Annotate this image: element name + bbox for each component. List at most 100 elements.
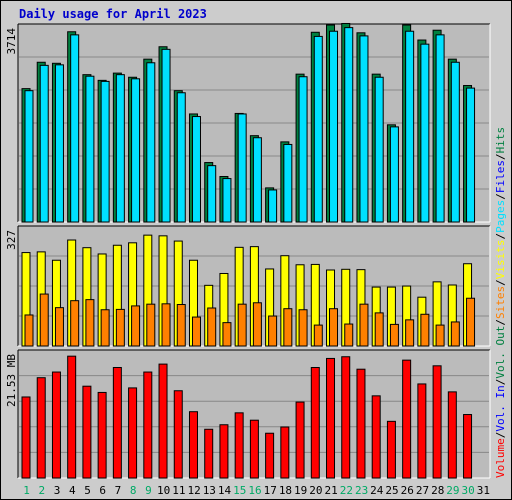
legend-item-3: / [494, 379, 507, 386]
max-label-hits-files: 3714 [5, 28, 18, 55]
legend-item-5: / [494, 319, 507, 326]
bar-sites-day-25 [389, 323, 399, 347]
bar-sites-day-3 [54, 307, 64, 347]
day-label-14: 14 [218, 484, 232, 497]
day-label-31: 31 [477, 484, 490, 497]
bar-sites-day-19 [298, 309, 308, 347]
day-label-7: 7 [115, 484, 122, 497]
bar-volume-day-30 [463, 414, 473, 479]
day-label-9: 9 [145, 484, 152, 497]
day-label-12: 12 [187, 484, 200, 497]
bar-volume-day-10 [158, 363, 168, 479]
bar-sites-day-30 [466, 297, 476, 347]
bar-sites-day-16 [252, 302, 262, 347]
bar-sites-day-8 [131, 305, 141, 347]
day-label-23: 23 [355, 484, 368, 497]
bar-sites-day-15 [237, 303, 247, 347]
right-legend: Volume/Vol. In/Vol. Out/Sites/Visits/Pag… [494, 127, 507, 478]
bar-volume-day-23 [356, 368, 366, 479]
bar-sites-day-18 [283, 308, 293, 347]
legend-item-0: Volume [494, 438, 507, 478]
bar-volume-day-5 [82, 385, 92, 479]
legend-item-13: / [494, 153, 507, 160]
bar-sites-day-28 [435, 324, 445, 347]
bar-volume-day-13 [204, 428, 214, 479]
day-label-4: 4 [69, 484, 76, 497]
bar-sites-day-24 [374, 312, 384, 347]
bar-sites-day-6 [100, 309, 110, 347]
bar-files-day-7 [115, 74, 125, 223]
bar-files-day-20 [313, 35, 323, 223]
bar-sites-day-4 [70, 300, 80, 347]
day-label-19: 19 [294, 484, 307, 497]
day-label-18: 18 [279, 484, 292, 497]
bar-files-day-19 [298, 76, 308, 223]
bar-files-day-4 [70, 34, 80, 223]
bar-volume-day-14 [219, 424, 229, 479]
bar-sites-day-20 [313, 324, 323, 347]
legend-item-1: / [494, 432, 507, 439]
bar-files-day-30 [466, 87, 476, 223]
day-label-21: 21 [325, 484, 338, 497]
bar-sites-day-2 [39, 293, 49, 347]
bar-volume-day-4 [67, 355, 77, 479]
bar-files-day-21 [329, 30, 339, 223]
bar-files-day-12 [191, 116, 201, 223]
bar-volume-day-27 [417, 383, 427, 479]
legend-item-12: Files [494, 160, 507, 193]
bar-volume-day-28 [432, 365, 442, 479]
bar-sites-day-17 [268, 315, 278, 347]
bar-volume-day-15 [234, 412, 244, 479]
bar-files-day-15 [237, 113, 247, 223]
bar-files-day-14 [222, 178, 232, 223]
day-label-13: 13 [203, 484, 216, 497]
bar-sites-day-21 [329, 308, 339, 347]
day-label-10: 10 [157, 484, 170, 497]
bar-sites-day-14 [222, 322, 232, 347]
bar-sites-day-27 [420, 313, 430, 347]
bar-sites-day-11 [176, 304, 186, 347]
bar-sites-day-23 [359, 303, 369, 347]
legend-item-10: Pages [494, 200, 507, 233]
bar-volume-day-9 [143, 371, 153, 479]
bar-files-day-18 [283, 143, 293, 223]
day-label-29: 29 [446, 484, 459, 497]
bar-volume-day-26 [402, 359, 412, 479]
day-label-26: 26 [401, 484, 414, 497]
bar-volume-day-18 [280, 426, 290, 479]
bar-volume-day-16 [249, 419, 259, 479]
day-label-28: 28 [431, 484, 444, 497]
day-label-5: 5 [84, 484, 91, 497]
day-label-6: 6 [99, 484, 106, 497]
max-label-volume: 21.53 MB [5, 354, 18, 407]
day-label-22: 22 [340, 484, 353, 497]
day-label-27: 27 [416, 484, 429, 497]
day-label-1: 1 [23, 484, 30, 497]
bar-files-day-8 [131, 78, 141, 223]
day-label-30: 30 [462, 484, 475, 497]
bar-volume-day-24 [371, 395, 381, 479]
bar-files-day-6 [100, 80, 110, 223]
bar-files-day-11 [176, 92, 186, 223]
bar-volume-day-19 [295, 401, 305, 479]
day-label-15: 15 [233, 484, 246, 497]
bar-volume-day-6 [97, 391, 107, 479]
bar-files-day-9 [146, 62, 156, 223]
bar-sites-day-29 [450, 321, 460, 347]
day-label-16: 16 [248, 484, 261, 497]
bar-sites-day-5 [85, 299, 95, 347]
bar-sites-day-22 [344, 323, 354, 347]
bar-sites-day-13 [207, 307, 217, 347]
bar-volume-day-17 [265, 432, 275, 479]
legend-item-2: Vol. In [494, 385, 507, 431]
bar-files-day-24 [374, 76, 384, 223]
bar-files-day-29 [450, 61, 460, 223]
day-label-2: 2 [39, 484, 46, 497]
bar-volume-day-11 [173, 390, 183, 479]
bar-volume-day-2 [36, 377, 46, 479]
legend-item-4: Vol. Out [494, 326, 507, 379]
bar-sites-day-26 [405, 319, 415, 347]
bar-files-day-26 [405, 30, 415, 223]
bar-files-day-1 [24, 90, 34, 223]
